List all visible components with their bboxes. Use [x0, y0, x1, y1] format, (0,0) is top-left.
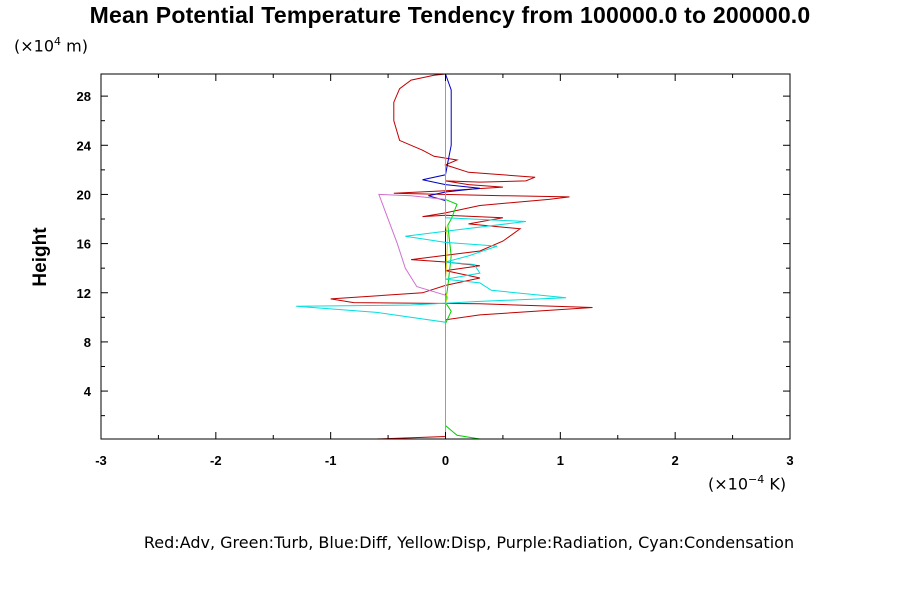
- y-units-prefix: (×10: [14, 36, 55, 56]
- x-axis-units: (×10−4 K): [708, 473, 786, 493]
- series-layer: [296, 73, 593, 440]
- series-line-diff: [422, 73, 480, 439]
- y-tick-label: 4: [84, 384, 92, 399]
- y-tick-label: 16: [77, 237, 91, 252]
- x-units-exponent: −4: [748, 473, 765, 486]
- x-axis-ticks: -3 -2 -1 0 1 2 3: [95, 74, 794, 468]
- series-line-turb: [444, 74, 480, 440]
- x-tick-label: 3: [786, 453, 793, 468]
- x-tick-label: -3: [95, 453, 107, 468]
- y-tick-label: 24: [77, 138, 92, 153]
- x-tick-label: -2: [210, 453, 222, 468]
- x-tick-label: -1: [325, 453, 337, 468]
- chart-title: Mean Potential Temperature Tendency from…: [89, 2, 811, 28]
- x-units-suffix: K): [764, 474, 787, 494]
- y-units-suffix: m): [61, 36, 88, 56]
- x-tick-label: 0: [442, 453, 449, 468]
- series-line-radiation: [378, 74, 446, 439]
- series-line-adv: [330, 73, 593, 440]
- x-tick-label: 1: [557, 453, 564, 468]
- y-tick-label: 28: [77, 89, 91, 104]
- series-line-condensation: [296, 74, 567, 439]
- y-axis-ticks: 4 8 12 16 20 24 28: [77, 89, 790, 417]
- y-axis-units: (×104 m): [14, 35, 88, 55]
- x-units-prefix: (×10: [708, 474, 749, 494]
- y-units-exponent: 4: [54, 35, 62, 48]
- legend-text: Red:Adv, Green:Turb, Blue:Diff, Yellow:D…: [143, 533, 795, 552]
- y-tick-label: 8: [84, 335, 91, 350]
- y-tick-label: 20: [77, 187, 91, 202]
- y-tick-label: 12: [77, 286, 91, 301]
- x-tick-label: 2: [672, 453, 679, 468]
